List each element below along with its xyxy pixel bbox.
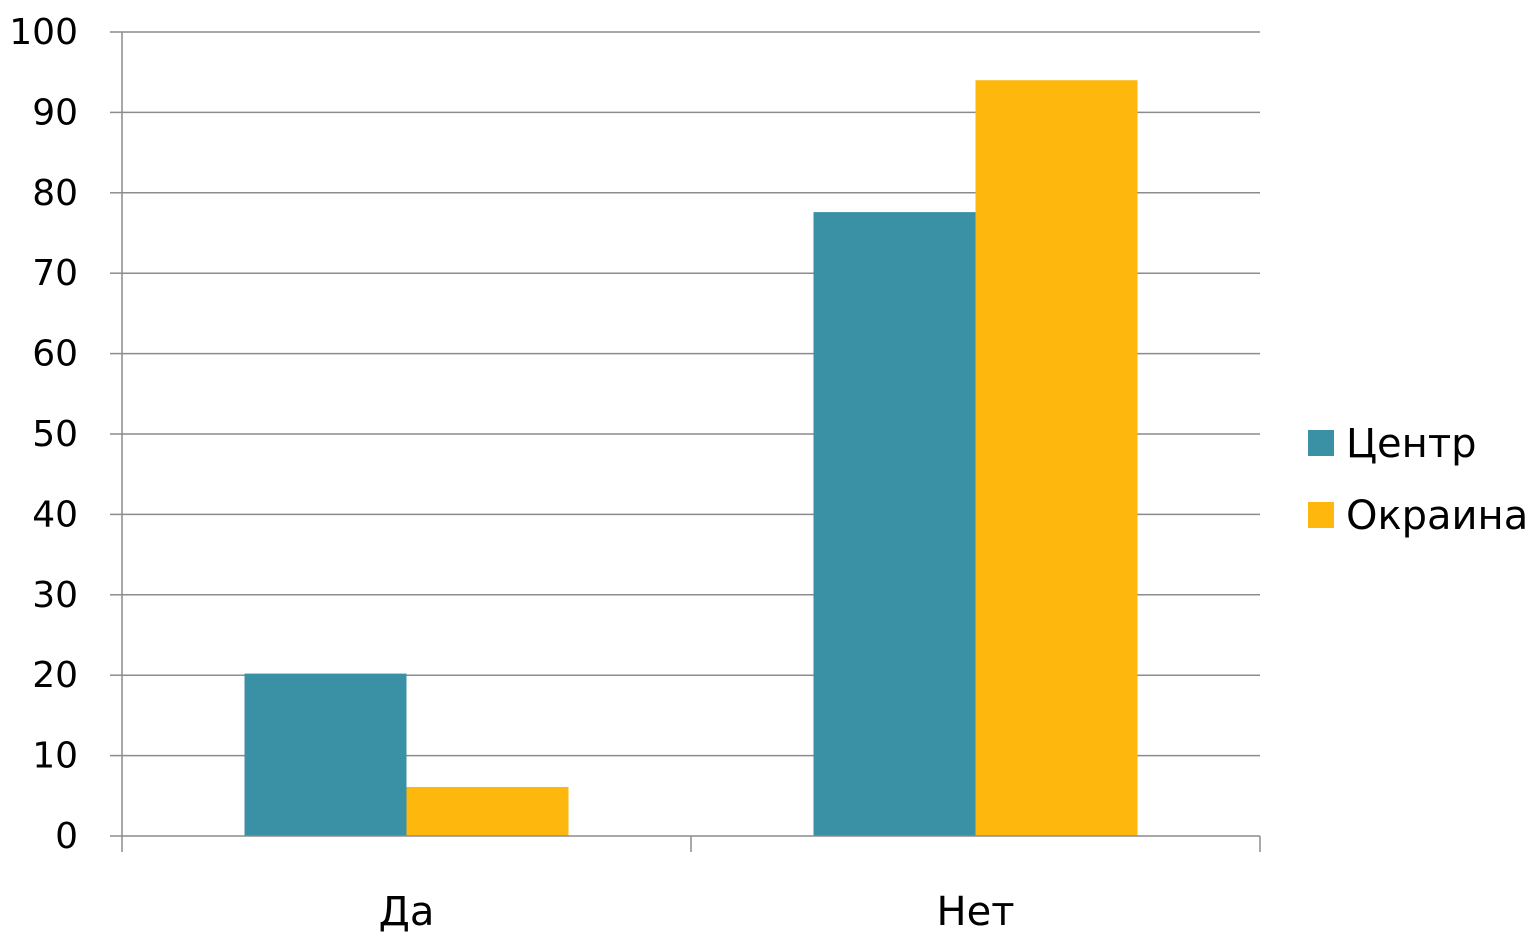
y-tick-label: 70 [32, 253, 78, 294]
x-category-label: Нет [937, 889, 1015, 935]
y-tick-label: 10 [32, 736, 78, 777]
bar-okraina-1 [975, 80, 1138, 837]
bar-okraina-0 [406, 786, 569, 836]
axes [110, 31, 1261, 852]
bar-tsentr-1 [813, 212, 976, 836]
legend-swatch [1308, 430, 1334, 456]
y-tick-label: 80 [32, 173, 78, 214]
x-category-labels: Да Нет [379, 889, 1015, 935]
y-tick-labels: 0 10 20 30 40 50 60 70 80 90 100 [9, 12, 78, 857]
legend-label: Центр [1346, 421, 1477, 467]
y-tick-label: 100 [9, 12, 78, 53]
bar-tsentr-0 [244, 673, 407, 836]
x-category-label: Да [379, 889, 435, 935]
bars [244, 80, 1138, 837]
y-tick-label: 30 [32, 575, 78, 616]
y-tick-label: 40 [32, 494, 78, 535]
y-tick-label: 90 [32, 92, 78, 133]
y-tick-label: 50 [32, 414, 78, 455]
legend-label: Окраина [1346, 493, 1528, 539]
y-tick-label: 60 [32, 334, 78, 375]
y-tick-label: 20 [32, 655, 78, 696]
legend-swatch [1308, 502, 1334, 528]
legend: Центр Окраина [1308, 421, 1528, 539]
y-tick-label: 0 [55, 816, 78, 857]
